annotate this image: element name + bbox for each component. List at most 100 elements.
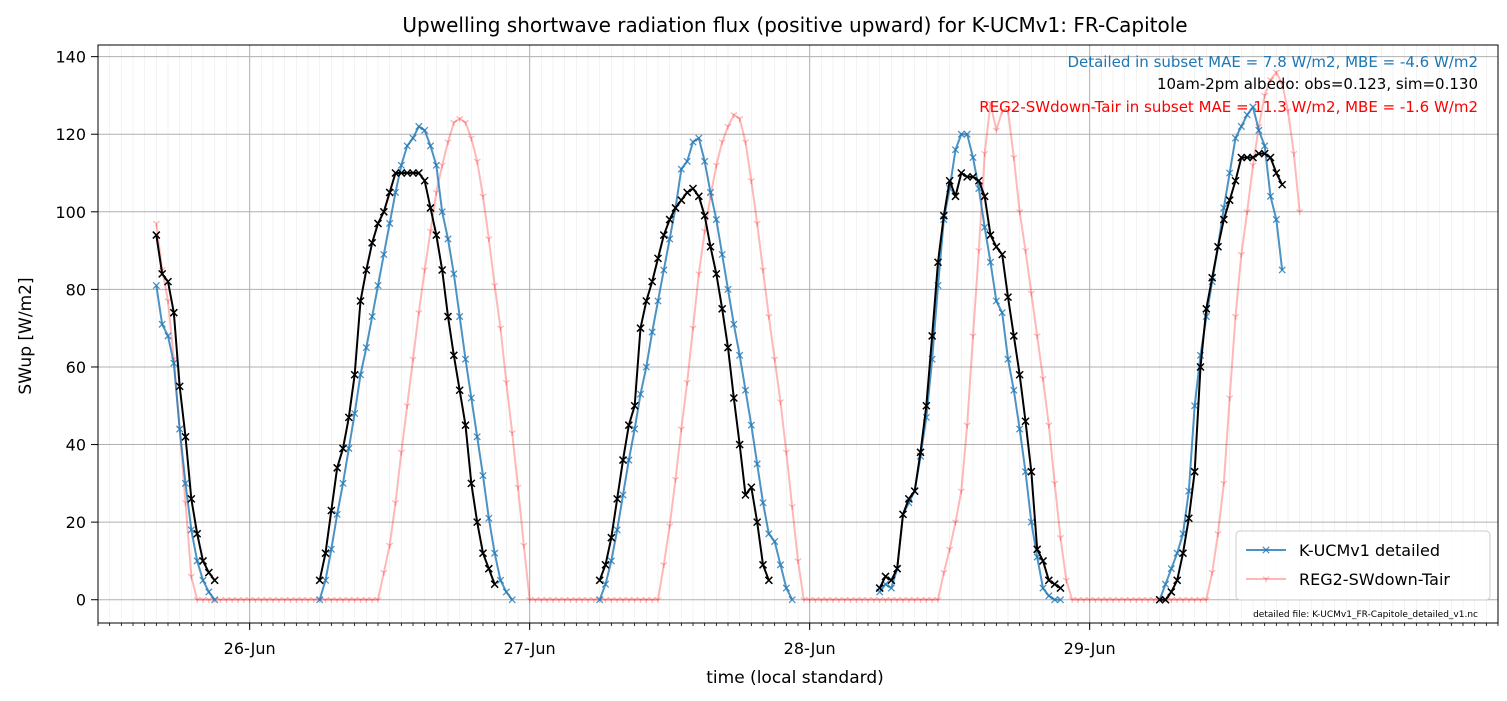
data-point-detailed — [1167, 565, 1175, 573]
data-point-reg — [561, 596, 569, 603]
data-point-reg — [928, 596, 936, 603]
data-point-detailed — [1261, 142, 1269, 150]
series-layer — [152, 69, 1304, 604]
data-point-detailed — [1226, 169, 1234, 177]
data-point-reg — [304, 596, 312, 603]
data-point-reg — [286, 596, 295, 603]
data-point-detailed — [1004, 355, 1012, 363]
data-point-reg — [998, 108, 1006, 115]
data-point-obs — [887, 576, 896, 585]
data-point-detailed — [1173, 549, 1181, 557]
data-point-detailed — [508, 596, 516, 604]
data-point-obs — [688, 184, 698, 193]
legend-marker-detailed-x — [1262, 546, 1270, 554]
data-point-detailed — [339, 479, 347, 488]
data-point-reg — [292, 596, 300, 603]
data-point-obs — [986, 231, 995, 240]
data-point-reg — [281, 596, 289, 603]
data-point-detailed — [356, 371, 365, 379]
data-point-obs — [1161, 595, 1170, 604]
legend-box — [1235, 530, 1491, 601]
data-point-reg — [1062, 577, 1070, 584]
data-point-detailed — [438, 208, 446, 216]
series-line-reg — [155, 71, 1301, 601]
data-point-obs — [391, 168, 400, 178]
data-point-obs — [910, 487, 919, 496]
data-point-obs — [408, 168, 418, 178]
data-point-obs — [1021, 417, 1030, 426]
data-point-detailed — [1249, 103, 1257, 111]
data-point-detailed — [596, 596, 604, 604]
data-point-reg — [187, 573, 195, 580]
data-point-obs — [478, 549, 488, 558]
data-point-reg — [1179, 596, 1187, 603]
data-point-reg — [1278, 81, 1286, 87]
data-point-reg — [741, 139, 750, 146]
data-point-detailed — [712, 215, 720, 224]
data-point-reg — [193, 596, 201, 603]
data-point-reg — [415, 309, 423, 316]
data-point-reg — [1220, 480, 1228, 487]
data-point-reg — [870, 596, 878, 603]
data-point-obs — [642, 296, 651, 306]
data-point-reg — [386, 542, 394, 549]
data-point-reg — [543, 596, 551, 603]
data-point-detailed — [706, 188, 715, 197]
data-point-obs — [490, 580, 499, 589]
data-point-obs — [618, 456, 628, 465]
data-point-reg — [1027, 290, 1035, 297]
data-point-obs — [968, 172, 978, 181]
legend-marker-detailed — [1262, 546, 1270, 554]
data-point-detailed — [998, 309, 1006, 317]
data-point-obs — [1243, 153, 1252, 162]
data-point-detailed — [421, 126, 429, 135]
data-point-obs — [1248, 153, 1258, 162]
data-point-detailed — [981, 223, 989, 231]
data-point-reg — [205, 596, 213, 603]
data-point-reg — [1202, 596, 1210, 603]
data-point-reg — [222, 596, 230, 603]
y-tick-label: 20 — [66, 513, 86, 532]
data-point-reg — [876, 596, 884, 603]
legend-marker-reg — [1262, 576, 1270, 583]
data-point-obs — [426, 203, 435, 212]
data-point-reg — [1126, 596, 1135, 603]
data-point-reg — [368, 596, 376, 603]
data-point-obs — [893, 564, 902, 573]
data-point-detailed — [461, 355, 470, 363]
data-point-detailed — [677, 165, 685, 173]
data-point-obs — [1196, 362, 1205, 372]
data-point-detailed — [1272, 215, 1280, 224]
data-point-reg — [572, 596, 580, 603]
data-point-reg — [817, 596, 825, 603]
data-point-reg — [549, 596, 557, 603]
data-point-reg — [321, 596, 330, 603]
data-point-detailed — [187, 526, 195, 534]
data-point-obs — [1027, 467, 1036, 476]
data-point-detailed — [636, 390, 645, 398]
data-point-reg — [975, 247, 983, 254]
data-point-obs — [624, 421, 633, 430]
x-tick-label: 26-Jun — [224, 639, 276, 658]
data-point-reg — [759, 267, 767, 274]
data-point-detailed — [391, 188, 400, 197]
data-point-reg — [712, 162, 720, 169]
data-point-reg — [736, 115, 744, 122]
data-point-reg — [1132, 596, 1140, 603]
data-point-reg — [648, 596, 656, 603]
data-point-reg — [747, 177, 755, 184]
data-point-reg — [1074, 596, 1082, 603]
data-point-obs — [432, 231, 441, 240]
data-point-reg — [730, 112, 738, 119]
data-point-detailed — [660, 266, 668, 274]
data-point-obs — [677, 196, 686, 205]
data-point-obs — [957, 168, 966, 178]
data-point-detailed — [456, 312, 464, 321]
data-point-reg — [397, 449, 405, 456]
data-point-reg — [485, 236, 493, 243]
data-point-reg — [1173, 596, 1181, 603]
data-point-reg — [391, 499, 400, 506]
data-point-obs — [601, 560, 610, 569]
data-point-obs — [438, 265, 447, 275]
y-tick-label: 80 — [66, 280, 86, 299]
